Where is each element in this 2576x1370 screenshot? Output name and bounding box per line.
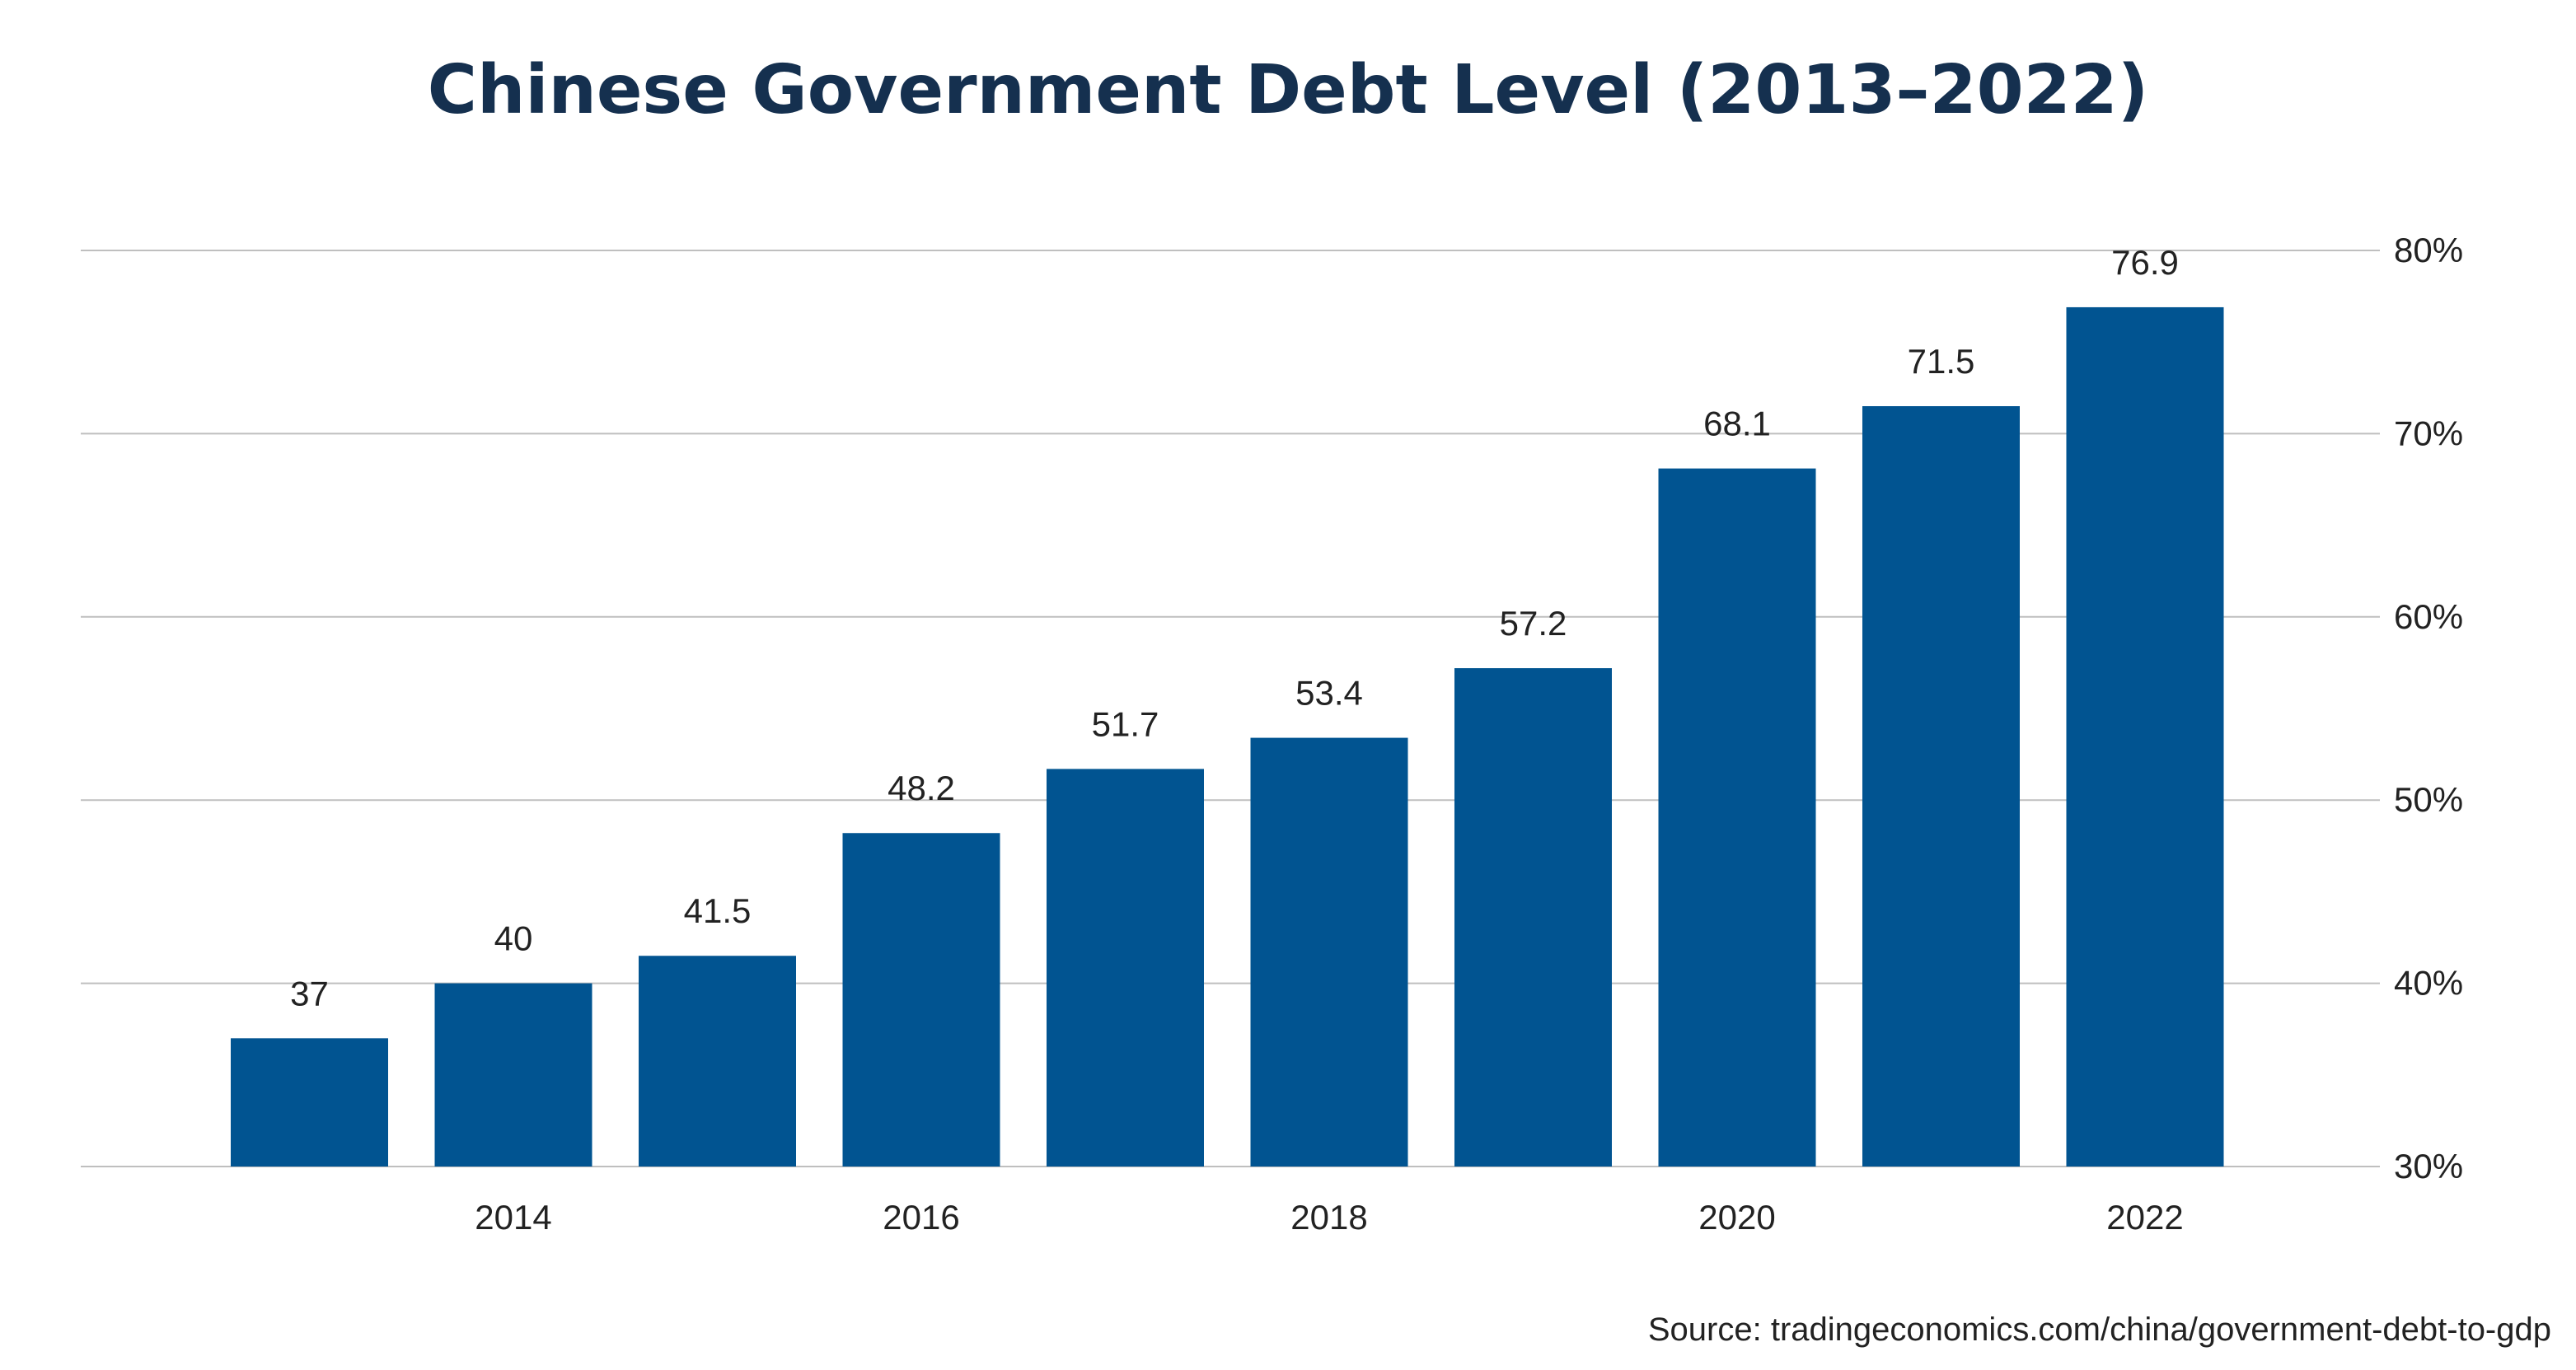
data-label: 57.2 bbox=[1500, 604, 1567, 643]
data-labels: 37 40 41.5 48.2 51.7 53.4 57.2 68.1 71.5 76.9 bbox=[290, 243, 2179, 1012]
data-label: 41.5 bbox=[684, 891, 752, 930]
bar bbox=[434, 983, 592, 1167]
x-tick-label: 2016 bbox=[883, 1198, 959, 1237]
bar bbox=[1862, 406, 2020, 1167]
x-tick-label: 2020 bbox=[1698, 1198, 1775, 1237]
x-axis-ticks: 2014 2016 2018 2020 2022 bbox=[475, 1198, 2183, 1237]
gridlines bbox=[81, 250, 2380, 1167]
y-tick-label: 30% bbox=[2394, 1147, 2463, 1185]
y-tick-label: 50% bbox=[2394, 780, 2463, 819]
bar bbox=[639, 956, 796, 1167]
data-label: 51.7 bbox=[1092, 704, 1159, 743]
data-label: 37 bbox=[290, 974, 329, 1012]
data-label: 68.1 bbox=[1703, 404, 1771, 443]
y-axis-ticks: 30% 40% 50% 60% 70% 80% bbox=[2394, 231, 2463, 1185]
source-note: Source: tradingeconomics.com/china/gover… bbox=[1647, 1312, 2551, 1348]
data-label: 48.2 bbox=[888, 769, 955, 807]
y-tick-label: 70% bbox=[2394, 414, 2463, 452]
data-label: 40 bbox=[494, 919, 533, 958]
bar bbox=[1047, 769, 1204, 1167]
bar bbox=[1658, 468, 1816, 1167]
x-tick-label: 2022 bbox=[2106, 1198, 2183, 1237]
data-label: 76.9 bbox=[2111, 243, 2179, 282]
bar bbox=[231, 1038, 388, 1167]
bars bbox=[231, 306, 2224, 1167]
y-tick-label: 60% bbox=[2394, 597, 2463, 636]
y-tick-label: 80% bbox=[2394, 231, 2463, 269]
data-label: 53.4 bbox=[1295, 674, 1363, 713]
chart-title: Chinese Government Debt Level (2013–2022… bbox=[427, 51, 2149, 129]
bar bbox=[842, 833, 1000, 1167]
x-tick-label: 2014 bbox=[475, 1198, 551, 1237]
bar bbox=[1454, 668, 1612, 1167]
y-tick-label: 40% bbox=[2394, 964, 2463, 1003]
bar bbox=[1250, 737, 1408, 1167]
x-tick-label: 2018 bbox=[1290, 1198, 1367, 1237]
bar bbox=[2066, 306, 2224, 1167]
data-label: 71.5 bbox=[1908, 342, 1975, 381]
